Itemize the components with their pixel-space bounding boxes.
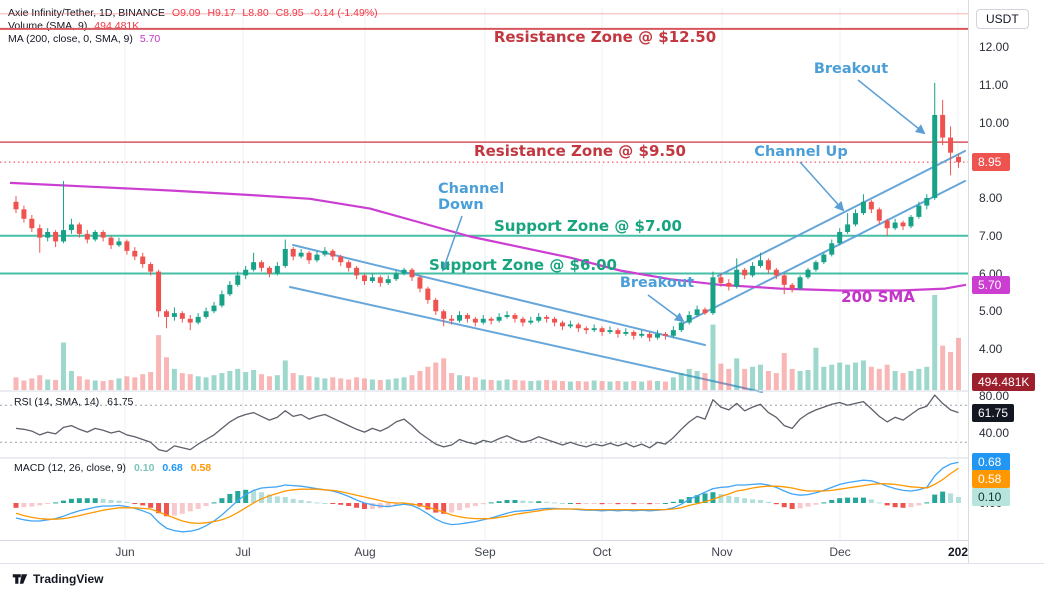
macd-value-badge: 0.58 bbox=[972, 470, 1010, 488]
price-axis[interactable]: USDT 12.00 11.00 10.00 8.00 7.00 6.00 5.00 4.00… bbox=[968, 0, 1044, 563]
chart-canvas[interactable]: Axie Infinity/Tether, 1D, BINANCE O9.09 … bbox=[0, 0, 968, 540]
macd-label: MACD (12, 26, close, 9) bbox=[14, 462, 127, 474]
rsi-value: 61.75 bbox=[107, 396, 134, 408]
price-tick-label: 7.00 bbox=[979, 228, 1003, 243]
open-value: O9.09 bbox=[171, 7, 201, 19]
rsi-label: RSI (14, SMA, 14) bbox=[14, 396, 100, 408]
current-price-badge: 8.95 bbox=[972, 153, 1010, 172]
channel-up-label[interactable]: Channel Up bbox=[754, 144, 848, 160]
macd-value-badge: 0.10 bbox=[972, 488, 1010, 506]
tradingview-logo-text: TradingView bbox=[33, 572, 104, 586]
month-label: Nov bbox=[711, 545, 733, 559]
macd-line-value: 0.68 bbox=[162, 462, 183, 474]
volume-value-badge: 494.481K bbox=[972, 373, 1036, 391]
month-label: Dec bbox=[829, 545, 851, 559]
chart-svg[interactable] bbox=[0, 0, 968, 540]
macd-signal-value: 0.58 bbox=[190, 462, 212, 474]
rsi-value-badge: 61.75 bbox=[972, 403, 1015, 422]
rsi-tick-label: 80.00 bbox=[979, 389, 1010, 403]
price-tick-label: 12.00 bbox=[979, 40, 1010, 54]
macd-legend[interactable]: MACD (12, 26, close, 9) 0.10 0.68 0.58 bbox=[14, 462, 211, 474]
close-value: C8.95 bbox=[275, 7, 304, 19]
breakout-top-label[interactable]: Breakout bbox=[813, 61, 889, 77]
change-value: -0.14 (-1.49%) bbox=[310, 7, 378, 19]
month-label: Jun bbox=[115, 545, 135, 559]
time-axis[interactable]: Jun Jul Aug Sep Oct Nov Dec 202 bbox=[0, 540, 968, 564]
sma-200-label[interactable]: 200 SMA bbox=[841, 288, 915, 306]
tradingview-logo[interactable]: TradingView bbox=[12, 572, 103, 586]
ma-value: 5.70 bbox=[139, 33, 161, 45]
month-label: Aug bbox=[354, 545, 376, 559]
month-label: Sep bbox=[474, 545, 496, 559]
rsi-tick-label: 40.00 bbox=[979, 426, 1010, 440]
support-zone-700-label[interactable]: Support Zone @ $7.00 bbox=[494, 217, 682, 235]
currency-chip[interactable]: USDT bbox=[976, 9, 1029, 29]
month-label: Jul bbox=[235, 545, 251, 559]
ma-label: MA (200, close, 0, SMA, 9) bbox=[8, 33, 133, 45]
footer-bar: TradingView bbox=[0, 563, 1044, 593]
month-label: Oct bbox=[592, 545, 612, 559]
channel-down-label-line2: Down bbox=[438, 197, 484, 213]
month-label: 202 bbox=[947, 545, 969, 559]
low-value: L8.80 bbox=[242, 7, 269, 19]
ma-value-badge: 5.70 bbox=[972, 275, 1010, 294]
ma-legend-row[interactable]: MA (200, close, 0, SMA, 9) 5.70 bbox=[8, 33, 378, 46]
channel-down-label-line1: Channel bbox=[438, 181, 505, 197]
rsi-legend[interactable]: RSI (14, SMA, 14) 61.75 bbox=[14, 396, 133, 408]
price-tick-label: 5.00 bbox=[979, 304, 1003, 319]
breakout-mid-label[interactable]: Breakout bbox=[619, 275, 695, 291]
resistance-zone-1250-label[interactable]: Resistance Zone @ $12.50 bbox=[493, 28, 717, 46]
symbol-title: Axie Infinity/Tether, 1D, BINANCE bbox=[8, 7, 165, 19]
resistance-zone-950-label[interactable]: Resistance Zone @ $9.50 bbox=[474, 142, 686, 160]
macd-value-badge: 0.68 bbox=[972, 453, 1010, 471]
price-tick-label: 8.00 bbox=[979, 191, 1003, 205]
price-tick-label: 10.00 bbox=[979, 115, 1010, 130]
tradingview-logo-icon bbox=[12, 574, 28, 584]
symbol-legend-row[interactable]: Axie Infinity/Tether, 1D, BINANCE O9.09 … bbox=[8, 7, 378, 20]
support-zone-600-label[interactable]: Support Zone @ $6.00 bbox=[429, 256, 617, 274]
macd-hist-value: 0.10 bbox=[133, 462, 155, 474]
channel-down-label[interactable]: Channel Down bbox=[438, 181, 504, 213]
price-tick-label: 4.00 bbox=[979, 342, 1003, 356]
high-value: H9.17 bbox=[207, 7, 236, 19]
price-tick-label: 11.00 bbox=[979, 77, 1009, 92]
